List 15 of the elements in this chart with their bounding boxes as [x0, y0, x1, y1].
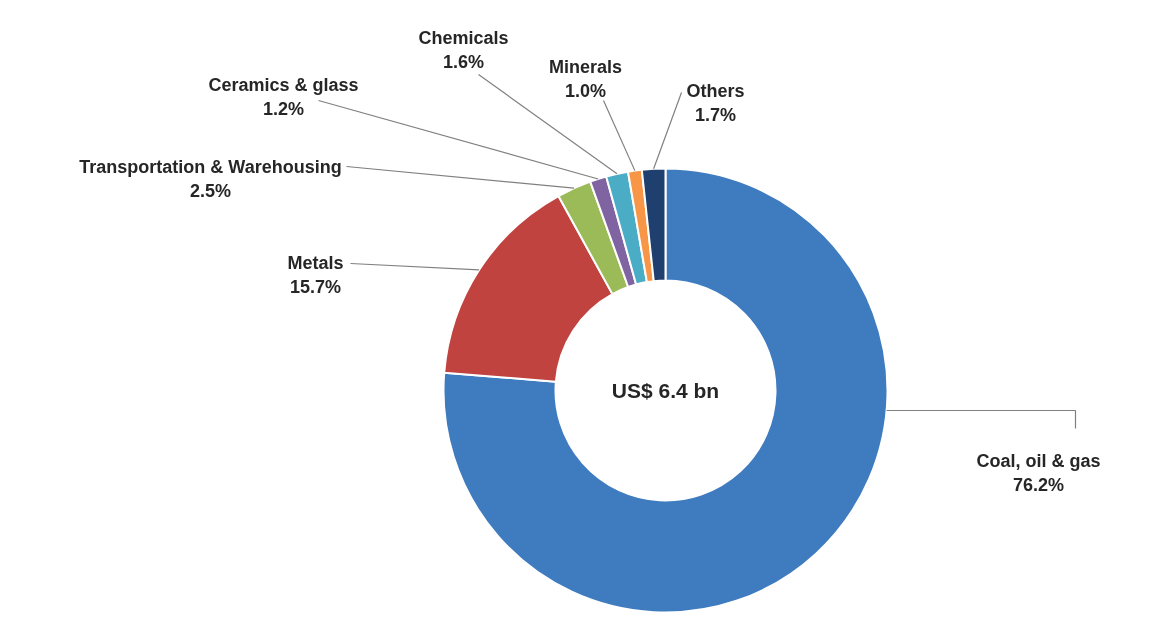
- data-label: 76.2%: [1012, 474, 1065, 495]
- text: US$ 6.4 bn: [611, 379, 720, 402]
- slice-label: Transportation & Warehousing: [79, 156, 342, 177]
- slice-label: Ceramics & glass: [208, 74, 359, 95]
- data-label: 2.5%: [189, 180, 232, 201]
- data-label: 1.2%: [262, 98, 305, 119]
- data-label: 1.0%: [564, 80, 607, 101]
- slice-label: Others: [686, 80, 745, 101]
- data-label: 15.7%: [289, 276, 342, 297]
- slice-label: Minerals: [548, 56, 623, 77]
- slice-label: Chemicals: [418, 27, 509, 48]
- slice-label: Metals: [287, 252, 344, 273]
- slice-label: Coal, oil & gas: [976, 450, 1101, 471]
- data-label: 1.7%: [694, 104, 737, 125]
- data-label: 1.6%: [442, 51, 485, 72]
